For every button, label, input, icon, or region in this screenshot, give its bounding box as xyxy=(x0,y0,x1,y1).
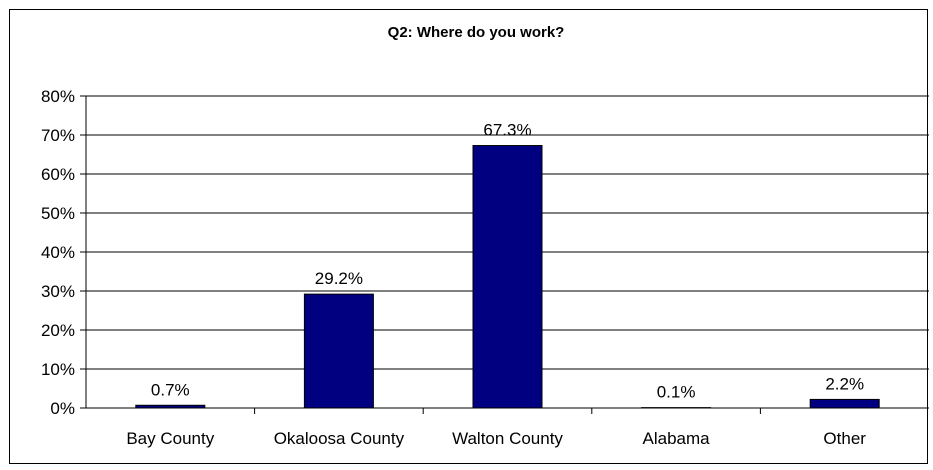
y-tick-label: 40% xyxy=(41,243,75,262)
x-tick-label: Bay County xyxy=(126,429,214,448)
y-tick-label: 70% xyxy=(41,126,75,145)
y-axis-ticks: 0% 10% 20% 30% 40% 50% 60% 70% 80% xyxy=(41,87,75,418)
bar xyxy=(472,145,543,409)
y-tick-label: 30% xyxy=(41,282,75,301)
data-labels: 0.7% 29.2% 67.3% 0.1% 2.2% xyxy=(151,121,864,402)
data-label: 29.2% xyxy=(315,269,363,288)
bar xyxy=(809,398,880,409)
x-tick-label: Walton County xyxy=(452,429,563,448)
data-label: 67.3% xyxy=(483,121,531,140)
y-tick-label: 50% xyxy=(41,204,75,223)
chart-title: Q2: Where do you work? xyxy=(388,24,565,41)
x-tick-label: Okaloosa County xyxy=(274,429,405,448)
y-tick-label: 0% xyxy=(50,399,75,418)
bars xyxy=(135,145,880,409)
y-tick-label: 80% xyxy=(41,87,75,106)
y-tick-label: 60% xyxy=(41,165,75,184)
data-label: 0.7% xyxy=(151,380,190,399)
x-tick-label: Other xyxy=(823,429,866,448)
y-tick-label: 20% xyxy=(41,321,75,340)
y-tick-label: 10% xyxy=(41,360,75,379)
x-axis-labels: Bay County Okaloosa County Walton County Al… xyxy=(126,429,866,448)
chart-frame xyxy=(9,9,928,464)
x-tick-label: Alabama xyxy=(643,429,711,448)
data-label: 2.2% xyxy=(825,374,864,393)
data-label: 0.1% xyxy=(657,383,696,402)
bar xyxy=(303,293,374,409)
